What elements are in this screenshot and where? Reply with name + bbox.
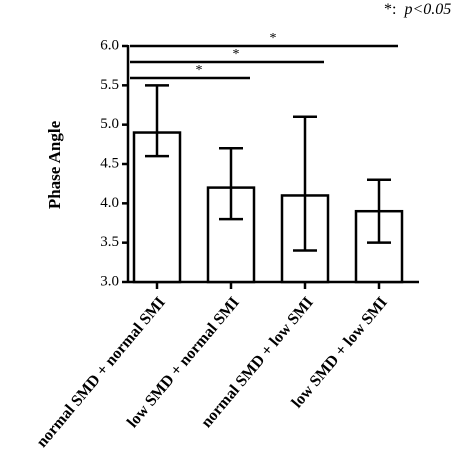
significance-label: * <box>196 63 203 78</box>
annotation-symbol: *: <box>384 1 396 18</box>
y-tick-label: 3.5 <box>100 234 119 250</box>
annotation-text: p<0.05 <box>403 1 451 18</box>
y-tick-label: 4.5 <box>100 155 119 171</box>
y-axis-label: Phase Angle <box>45 120 64 209</box>
y-tick-label: 6.0 <box>100 37 119 53</box>
y-tick-label: 5.5 <box>100 77 119 93</box>
y-tick-label: 4.0 <box>100 195 119 211</box>
significance-label: * <box>233 47 240 62</box>
significance-label: * <box>270 31 277 46</box>
annotation: *: p<0.05 <box>384 1 451 18</box>
x-tick-label: normal SMD + normal SMI <box>33 294 168 451</box>
y-tick-label: 5.0 <box>100 116 119 132</box>
y-tick-label: 3.0 <box>100 273 119 289</box>
